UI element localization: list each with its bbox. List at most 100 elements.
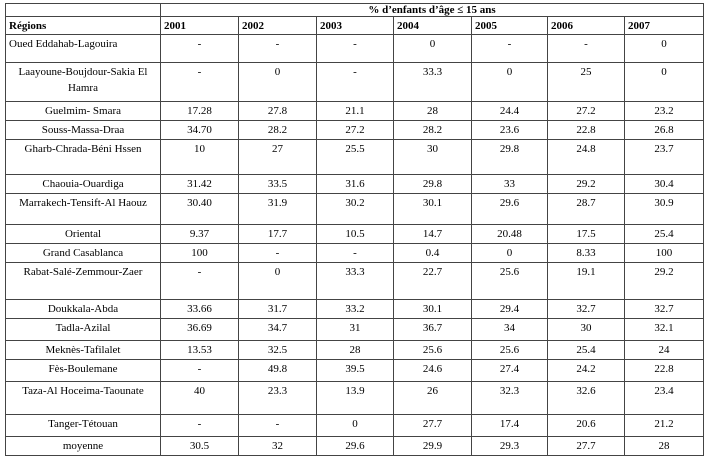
column-header-year: 2001 [160,16,239,35]
cell-value: 25.6 [471,262,548,300]
cell-value: 24 [623,340,705,360]
region-name: Tadla-Azilal [5,318,161,341]
cell-value: 0.4 [393,243,472,263]
cell-value: 13.53 [160,340,239,360]
cell-value: - [316,243,394,263]
cell-value: 22.8 [547,120,625,140]
cell-value: 24.6 [393,359,472,382]
cell-value: 29.6 [316,436,394,456]
cell-value: 20.6 [547,414,625,437]
cell-value: 33.5 [238,174,317,194]
region-name: Gharb-Chrada-Béni Hssen [5,139,161,175]
table-row: Rabat-Salé-Zemmour-Zaer -0 33.3 22.7 25.6 19.… [5,262,705,300]
cell-value: 32 [238,436,317,456]
cell-value: 21.2 [623,414,705,437]
cell-value: 100 [623,243,705,263]
table-row: Tanger-Tétouan - -0 27.7 17.4 20.6 21.2 [5,414,705,437]
cell-value: 30.40 [160,193,239,225]
region-name: Taza-Al Hoceima-Taounate [5,381,161,415]
table-row: Souss-Massa-Draa 34.70 28.2 27.2 28.2 23.6 22.… [5,120,705,140]
cell-value: 29.2 [547,174,625,194]
cell-value: 39.5 [316,359,394,382]
cell-value: 31.6 [316,174,394,194]
table-row: Meknès-Tafilalet 13.53 32.5 28 25.6 25.6 25.4 2… [5,340,705,360]
cell-value: 49.8 [238,359,317,382]
cell-value: 27.2 [547,101,625,121]
region-name: Oued Eddahab-Lagouira [5,34,161,63]
cell-value: 0 [238,262,317,300]
cell-value: 28.2 [393,120,472,140]
table-row: Chaouia-Ouardiga 31.42 33.5 31.6 29.8 33 29.2 3… [5,174,705,194]
cell-value: 30 [547,318,625,341]
table-row: Laayoune-Boujdour-Sakia El Hamra -0-33.3 0… [5,62,705,102]
cell-value: 25.4 [623,224,705,244]
cell-value: 22.8 [623,359,705,382]
region-name: Grand Casablanca [5,243,161,263]
empty-cell [5,3,161,17]
cell-value: 17.4 [471,414,548,437]
cell-value: 29.3 [471,436,548,456]
cell-value: 28 [623,436,705,456]
cell-value: 29.2 [623,262,705,300]
data-table: % d’enfants d’âge ≤ 15 ans Régions 2001 20… [5,3,705,456]
region-name: Tanger-Tétouan [5,414,161,437]
cell-value: 25.5 [316,139,394,175]
cell-value: 27.2 [316,120,394,140]
cell-value: 23.3 [238,381,317,415]
region-name: Rabat-Salé-Zemmour-Zaer [5,262,161,300]
region-name: Meknès-Tafilalet [5,340,161,360]
cell-value: 0 [393,34,472,63]
cell-value: - [160,34,239,63]
column-header-year: 2002 [238,16,317,35]
cell-value: - [316,34,394,63]
cell-value: 17.28 [160,101,239,121]
cell-value: 31.7 [238,299,317,319]
cell-value: 26 [393,381,472,415]
region-name: moyenne [5,436,161,456]
title-row: % d’enfants d’âge ≤ 15 ans [5,3,705,17]
cell-value: 32.6 [547,381,625,415]
cell-value: 32.7 [547,299,625,319]
cell-value: 30.9 [623,193,705,225]
cell-value: 32.3 [471,381,548,415]
cell-value: 28 [316,340,394,360]
table-row: Oriental 9.37 17.7 10.5 14.7 20.48 17.5 25.4 [5,224,705,244]
region-name: Souss-Massa-Draa [5,120,161,140]
cell-value: - [160,414,239,437]
cell-value: 34 [471,318,548,341]
cell-value: 22.7 [393,262,472,300]
cell-value: 20.48 [471,224,548,244]
cell-value: 36.69 [160,318,239,341]
cell-value: 30 [393,139,472,175]
region-name: Marrakech-Tensift-Al Haouz [5,193,161,225]
cell-value: 23.2 [623,101,705,121]
cell-value: 31.9 [238,193,317,225]
cell-value: 36.7 [393,318,472,341]
cell-value: 17.7 [238,224,317,244]
cell-value: 32.1 [623,318,705,341]
cell-value: 23.7 [623,139,705,175]
cell-value: 29.6 [471,193,548,225]
cell-value: - [547,34,625,63]
table-row: Tadla-Azilal 36.69 34.7 31 36.7 34 30 32.1 [5,318,705,341]
cell-value: 26.8 [623,120,705,140]
cell-value: 32.7 [623,299,705,319]
cell-value: 33.2 [316,299,394,319]
cell-value: 27 [238,139,317,175]
cell-value: - [160,359,239,382]
cell-value: 0 [471,243,548,263]
region-name: Fès-Boulemane [5,359,161,382]
column-header-year: 2007 [623,16,705,35]
header-row: Régions 2001 2002 2003 2004 2005 2006 2007 [5,16,705,35]
region-name: Oriental [5,224,161,244]
cell-value: 24.2 [547,359,625,382]
region-name: Guelmim- Smara [5,101,161,121]
cell-value: 30.5 [160,436,239,456]
cell-value: - [160,62,239,102]
region-name: Laayoune-Boujdour-Sakia El Hamra [5,62,161,102]
cell-value: 25.6 [471,340,548,360]
cell-value: 21.1 [316,101,394,121]
cell-value: 34.7 [238,318,317,341]
cell-value: 24.4 [471,101,548,121]
